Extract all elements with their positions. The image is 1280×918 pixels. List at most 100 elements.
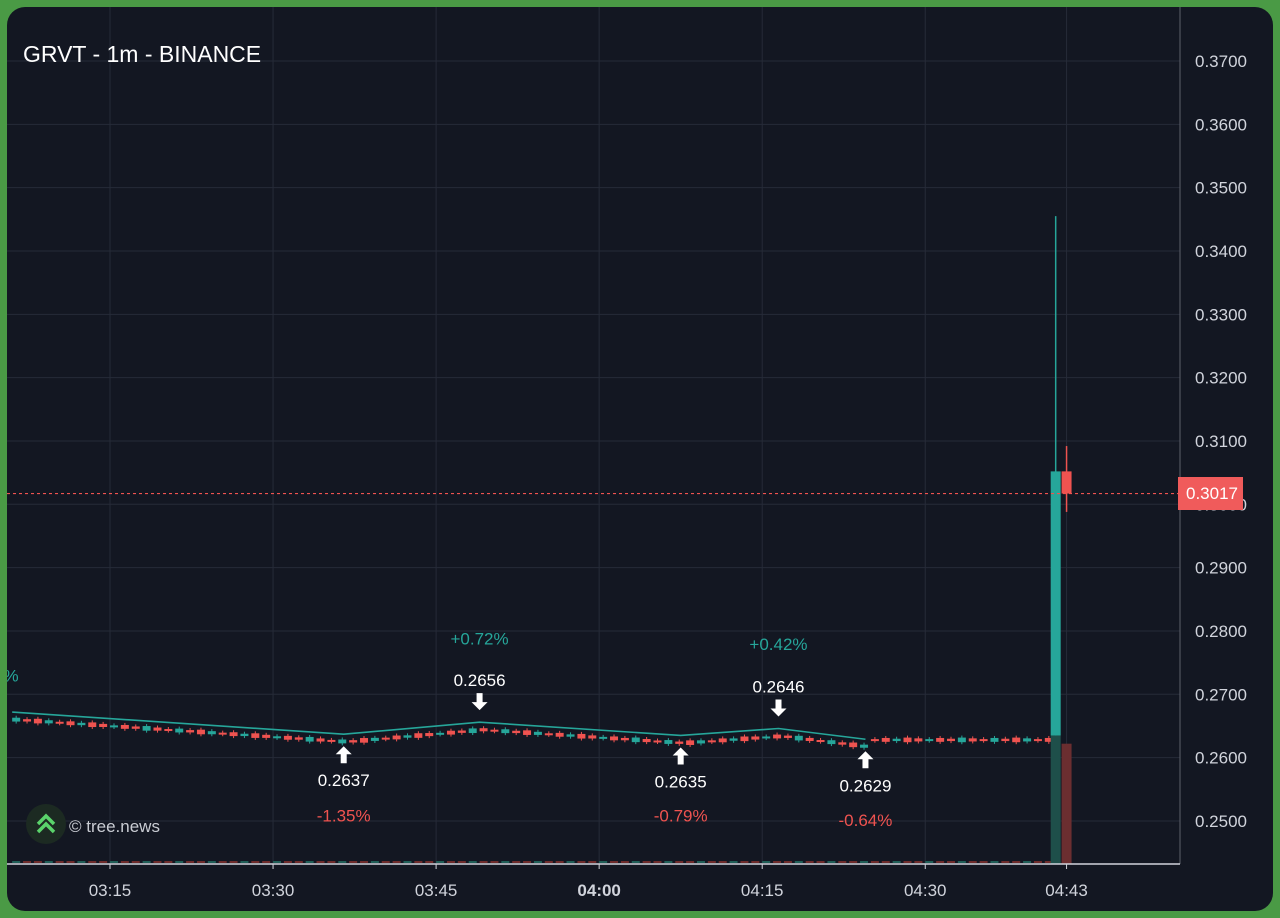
volume-stub	[870, 861, 879, 863]
volume-stub	[33, 861, 42, 863]
pivot-price-label: 0.2635	[655, 772, 707, 791]
micro-candle	[936, 737, 945, 742]
micro-candle	[925, 739, 934, 742]
pivot-price-label: 0.2629	[839, 776, 891, 795]
x-tick-label: 03:15	[89, 881, 132, 900]
micro-candle	[849, 742, 858, 748]
micro-candle	[892, 738, 901, 742]
volume-stub	[696, 861, 705, 863]
pivot-price-label: 0.2646	[753, 677, 805, 696]
micro-candle	[305, 736, 314, 742]
micro-candle	[599, 736, 608, 739]
volume-stub	[153, 861, 162, 863]
arrow-down-icon	[471, 693, 488, 711]
volume-stub	[577, 861, 586, 863]
pivot-price-label: 0.2637	[318, 771, 370, 790]
volume-stub	[751, 861, 760, 863]
x-tick-label: 04:43	[1045, 881, 1088, 900]
micro-candle	[316, 738, 325, 742]
y-tick-label: 0.2800	[1195, 622, 1247, 641]
micro-candle	[881, 737, 890, 742]
volume-stub	[892, 861, 901, 863]
volume-stub	[327, 861, 336, 863]
volume-stub	[403, 861, 412, 863]
micro-candle	[273, 736, 282, 739]
micro-candle	[110, 725, 118, 728]
micro-candle	[544, 733, 553, 736]
micro-candle	[403, 735, 412, 738]
volume-stub	[653, 861, 662, 863]
micro-candle	[229, 732, 238, 737]
micro-candle	[751, 736, 760, 740]
volume-stub	[99, 861, 108, 863]
chevron-up-icon	[36, 813, 56, 834]
micro-candle	[794, 735, 803, 741]
volume-stub	[436, 861, 445, 863]
axes: 0.25000.26000.27000.28000.29000.30000.31…	[7, 7, 1247, 900]
micro-candle	[457, 730, 466, 733]
change-percent-label: %	[7, 667, 19, 686]
volume-stub	[414, 861, 423, 863]
micro-candle	[436, 732, 445, 735]
micro-candle	[1012, 737, 1021, 743]
y-tick-label: 0.3400	[1195, 242, 1247, 261]
micro-candle	[33, 718, 42, 724]
change-percent-label: -1.35%	[317, 807, 371, 826]
micro-candle	[718, 738, 727, 743]
micro-candle	[729, 738, 738, 741]
micro-candle	[294, 737, 303, 740]
micro-candle	[479, 728, 488, 732]
micro-candle	[946, 738, 955, 742]
grid	[7, 7, 1180, 864]
volume-stub	[914, 861, 923, 863]
volume-stub	[283, 861, 292, 863]
volume-stub	[77, 861, 86, 863]
volume-stub	[1023, 861, 1032, 863]
y-tick-label: 0.3700	[1195, 52, 1247, 71]
volume-stub	[990, 861, 999, 863]
micro-candle	[903, 737, 912, 743]
volume-stub	[512, 861, 521, 863]
volume-stub	[490, 861, 499, 863]
volume-stub	[783, 861, 792, 863]
micro-candle	[77, 722, 86, 726]
volume-stub	[23, 861, 32, 863]
volume-stub	[316, 861, 325, 863]
micro-candle	[968, 738, 977, 742]
volume-bar	[1050, 735, 1061, 864]
pivot-markers: 0.2637 0.2656 0.2635 0.2646 0.2629 -1.35% +0.7…	[7, 629, 892, 830]
volume-stub	[229, 861, 238, 863]
volume-stub	[1012, 861, 1021, 863]
volume-stub	[381, 861, 390, 863]
volume-bars	[12, 735, 1072, 864]
y-tick-label: 0.3200	[1195, 369, 1247, 388]
chart-title: GRVT - 1m - BINANCE	[23, 41, 262, 67]
swing-line-layer	[12, 711, 866, 741]
chart-canvas[interactable]: 0.2637 0.2656 0.2635 0.2646 0.2629 -1.35% +0.7…	[7, 7, 1273, 911]
micro-candle	[588, 735, 597, 739]
micro-candle	[218, 732, 227, 735]
volume-stub	[164, 861, 173, 863]
volume-stub	[218, 861, 227, 863]
micro-candle	[1023, 738, 1032, 742]
volume-stub	[273, 861, 282, 863]
volume-stub	[88, 861, 97, 863]
pivot-price-label: 0.2656	[454, 671, 506, 690]
volume-stub	[294, 861, 303, 863]
micro-candle	[251, 733, 260, 738]
micro-candle	[164, 729, 173, 732]
y-tick-label: 0.2900	[1195, 559, 1247, 578]
micro-candle	[131, 726, 140, 729]
micro-candle	[979, 739, 988, 742]
volume-bar	[1061, 743, 1072, 864]
candle-body	[1050, 471, 1061, 736]
x-tick-label: 04:00	[577, 881, 620, 900]
micro-candle	[1033, 739, 1042, 742]
micro-candle	[631, 737, 640, 743]
volume-stub	[957, 861, 966, 863]
micro-candle	[783, 735, 792, 738]
volume-stub	[55, 861, 64, 863]
volume-stub	[664, 861, 673, 863]
micro-candle	[523, 730, 532, 735]
volume-stub	[533, 861, 542, 863]
